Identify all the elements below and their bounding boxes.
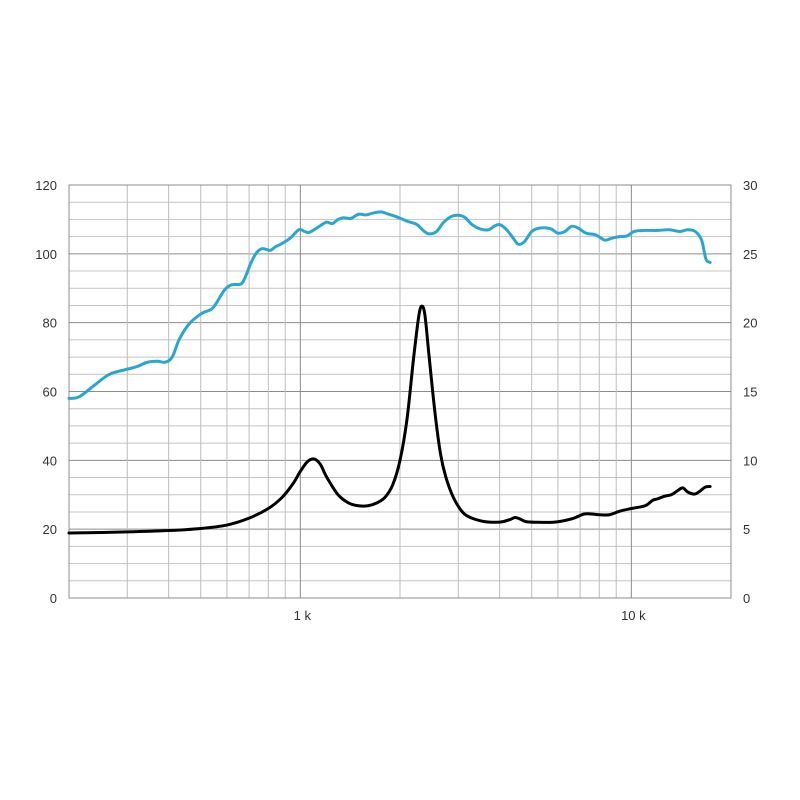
left-y-tick-label: 20 — [43, 522, 57, 537]
x-axis-tick-labels: 1 k 10 k — [294, 608, 646, 623]
right-y-tick-label: 20 — [743, 316, 757, 331]
vertical-gridlines — [126, 185, 632, 598]
left-y-tick-label: 40 — [43, 453, 57, 468]
impedance-curve — [67, 304, 712, 535]
right-y-tick-label: 30 — [743, 178, 757, 193]
right-y-tick-label: 25 — [743, 247, 757, 262]
x-tick-label: 10 k — [621, 608, 646, 623]
right-y-tick-label: 0 — [743, 591, 750, 606]
right-axis-tick-labels: 0 5 10 15 20 25 30 — [743, 178, 757, 606]
right-y-tick-label: 5 — [743, 522, 750, 537]
left-y-tick-label: 80 — [43, 316, 57, 331]
left-y-tick-label: 0 — [50, 591, 57, 606]
right-y-tick-label: 10 — [743, 453, 757, 468]
right-y-tick-label: 15 — [743, 385, 757, 400]
x-tick-label: 1 k — [294, 608, 312, 623]
spl-curve — [67, 210, 712, 400]
left-y-tick-label: 60 — [43, 385, 57, 400]
left-axis-tick-labels: 0 20 40 60 80 100 120 — [35, 178, 57, 606]
left-y-tick-label: 100 — [35, 247, 57, 262]
left-y-tick-label: 120 — [35, 178, 57, 193]
series-layer — [67, 210, 712, 535]
plot-frame — [68, 184, 732, 599]
